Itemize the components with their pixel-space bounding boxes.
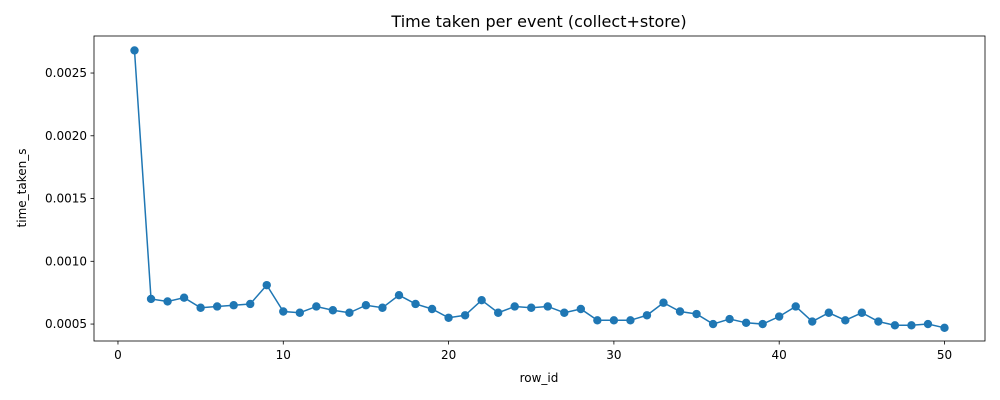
data-point	[444, 313, 453, 322]
data-point	[841, 316, 850, 325]
x-tick-label: 40	[772, 348, 787, 362]
data-point	[708, 319, 718, 329]
x-tick-label: 0	[114, 348, 122, 362]
x-tick-label: 50	[937, 348, 952, 362]
data-point	[527, 303, 536, 312]
data-point	[857, 308, 867, 317]
data-point	[642, 311, 652, 320]
data-point	[758, 319, 767, 329]
series-line	[133, 50, 945, 329]
data-point	[130, 46, 139, 55]
data-point	[725, 314, 734, 324]
data-point	[907, 321, 916, 330]
data-point	[328, 306, 338, 315]
data-point	[262, 280, 271, 290]
y-axis-label: time_taken_s	[15, 149, 29, 228]
x-tick-label: 20	[441, 348, 456, 362]
data-point	[493, 308, 503, 317]
y-tick-label: 0.0015	[45, 192, 87, 206]
data-point	[345, 308, 354, 317]
data-point	[543, 302, 552, 311]
data-point	[229, 301, 238, 310]
y-tick-label: 0.0020	[45, 129, 87, 143]
data-point	[741, 318, 751, 328]
plot-frame	[93, 35, 986, 342]
data-point	[890, 321, 900, 330]
y-axis-ticks: 0.0005 0.0010 0.0015 0.0020 0.0025	[45, 66, 94, 331]
chart-title: Time taken per event (collect+store)	[390, 12, 686, 31]
data-point	[179, 293, 189, 302]
data-point	[874, 317, 883, 326]
data-point	[940, 323, 949, 333]
data-point	[791, 302, 800, 311]
data-point	[246, 299, 255, 309]
data-point	[808, 317, 817, 326]
x-axis-label: row_id	[520, 371, 559, 385]
data-point	[212, 302, 222, 311]
data-point	[279, 307, 288, 316]
x-axis-ticks: 0 10 20 30 40 50	[114, 341, 952, 362]
y-tick-label: 0.0010	[45, 254, 87, 268]
data-point	[295, 308, 305, 317]
data-point	[576, 304, 586, 314]
data-point	[593, 316, 602, 325]
y-tick-label: 0.0025	[45, 66, 87, 80]
data-point	[427, 304, 437, 314]
series-time-taken	[130, 46, 949, 333]
data-point	[824, 308, 833, 317]
y-tick-label: 0.0005	[45, 317, 87, 331]
data-point	[626, 316, 635, 325]
data-point	[560, 308, 569, 317]
data-point	[394, 290, 404, 300]
data-point	[510, 302, 519, 311]
data-point	[146, 294, 156, 304]
data-point	[675, 307, 685, 316]
data-point	[411, 299, 420, 309]
data-point	[163, 297, 172, 306]
data-point	[378, 303, 387, 312]
data-point	[659, 298, 668, 307]
data-point	[361, 301, 371, 310]
data-point	[312, 302, 321, 311]
x-tick-label: 30	[606, 348, 621, 362]
data-point	[460, 311, 470, 320]
data-point	[774, 312, 784, 321]
data-point	[196, 303, 205, 312]
data-point	[477, 296, 486, 305]
data-point	[692, 309, 701, 319]
x-tick-label: 10	[276, 348, 291, 362]
data-point	[923, 319, 933, 329]
data-point	[609, 316, 619, 325]
